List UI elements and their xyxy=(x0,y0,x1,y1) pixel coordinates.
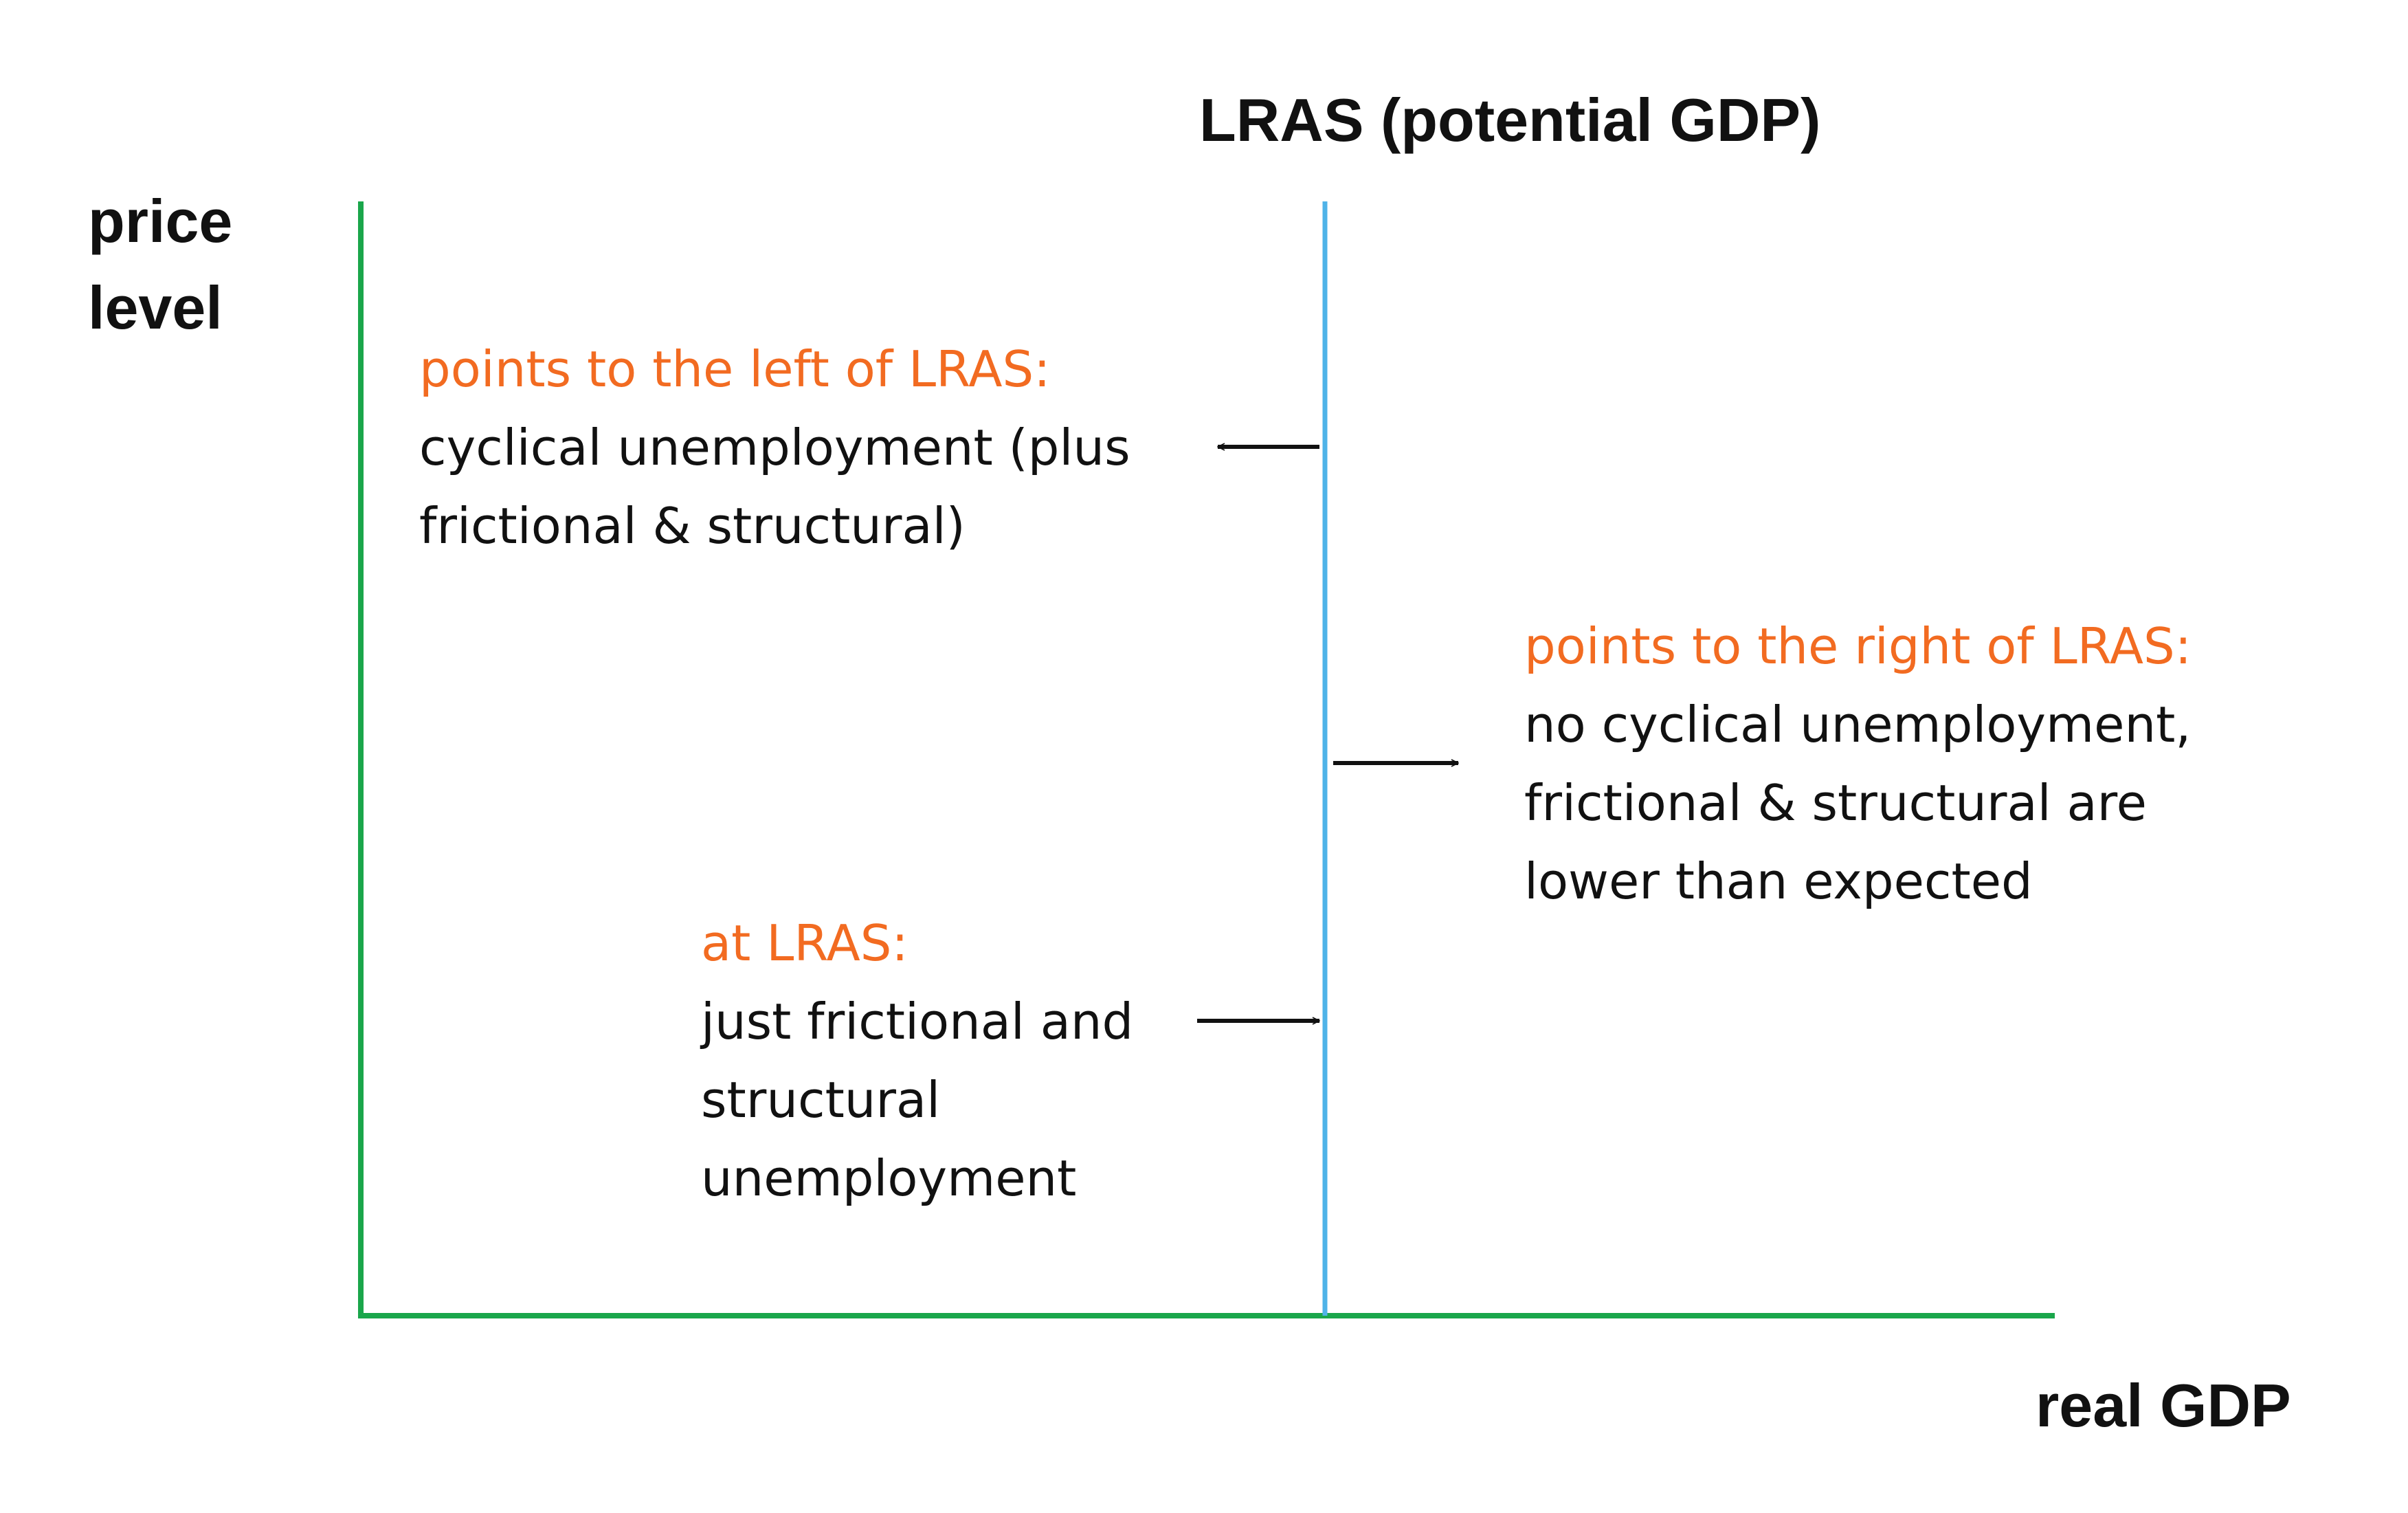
at-note-heading: at LRAS: xyxy=(701,914,908,972)
x-axis-label: real GDP xyxy=(2036,1371,2291,1439)
right-note-line: frictional & structural are xyxy=(1524,774,2147,832)
y-axis-label-line: level xyxy=(88,274,223,342)
left-note-line: cyclical unemployment (plus xyxy=(419,419,1130,476)
left-note-body: cyclical unemployment (plus frictional &… xyxy=(419,419,1146,555)
at-note-line: just frictional and xyxy=(700,993,1133,1050)
lras-title: LRAS (potential GDP) xyxy=(1199,86,1820,154)
right-note-heading: points to the right of LRAS: xyxy=(1524,617,2192,675)
y-axis-label-line: price xyxy=(88,187,232,255)
left-note-line: frictional & structural) xyxy=(419,497,966,555)
at-note-line: unemployment xyxy=(701,1149,1076,1207)
at-note-body: just frictional and structural unemploym… xyxy=(700,993,1149,1207)
at-note-line: structural xyxy=(701,1071,940,1129)
right-note-line: lower than expected xyxy=(1524,852,2033,910)
right-note-line: no cyclical unemployment, xyxy=(1524,696,2191,753)
y-axis-label: price level xyxy=(88,187,249,342)
right-note-body: no cyclical unemployment, frictional & s… xyxy=(1524,696,2207,910)
left-note-heading: points to the left of LRAS: xyxy=(419,340,1050,398)
